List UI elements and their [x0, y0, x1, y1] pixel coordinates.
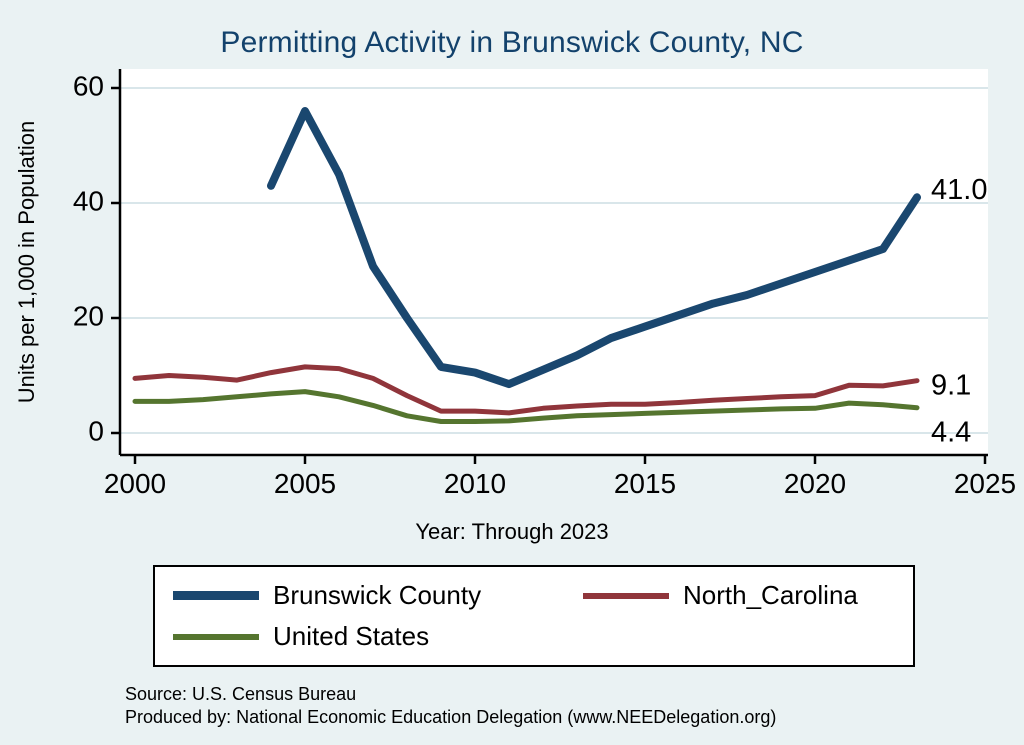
legend-swatch-north-carolina: [583, 592, 669, 599]
legend-swatch-brunswick-county: [173, 591, 259, 600]
legend-grid: Brunswick County North_Carolina United S…: [173, 580, 903, 652]
svg-text:2015: 2015: [614, 468, 676, 499]
legend-item-united-states: United States: [173, 621, 583, 652]
svg-text:60: 60: [73, 70, 104, 101]
svg-text:4.4: 4.4: [931, 416, 971, 448]
legend: Brunswick County North_Carolina United S…: [153, 565, 915, 667]
legend-label-north-carolina: North_Carolina: [683, 580, 858, 610]
svg-text:20: 20: [73, 300, 104, 331]
legend-label-brunswick-county: Brunswick County: [273, 580, 482, 610]
svg-text:2020: 2020: [784, 468, 846, 499]
chart-canvas: 0 20 40 60 2000 2005 2010 2015 2020 2025 Units per…: [14, 69, 1016, 499]
svg-text:2010: 2010: [444, 468, 506, 499]
svg-text:0: 0: [88, 415, 104, 446]
legend-item-north-carolina: North_Carolina: [583, 580, 903, 611]
footer: Source: U.S. Census Bureau Produced by: …: [125, 683, 1024, 728]
svg-text:9.1: 9.1: [931, 369, 971, 401]
svg-text:2000: 2000: [104, 468, 166, 499]
x-axis-title: Year: Through 2023: [415, 519, 609, 544]
svg-text:41.0: 41.0: [931, 174, 987, 206]
source-note: Source: U.S. Census Bureau: [125, 684, 357, 704]
svg-text:2005: 2005: [274, 468, 336, 499]
produced-by-note: Produced by: National Economic Education…: [125, 706, 777, 727]
legend-swatch-united-states: [173, 633, 259, 640]
legend-item-brunswick-county: Brunswick County: [173, 580, 583, 611]
svg-text:2025: 2025: [954, 468, 1016, 499]
legend-label-united-states: United States: [273, 621, 430, 651]
svg-text:40: 40: [73, 185, 104, 216]
svg-text:Units per 1,000 in Population: Units per 1,000 in Population: [14, 121, 39, 404]
chart-title: Permitting Activity in Brunswick County,…: [220, 26, 804, 59]
